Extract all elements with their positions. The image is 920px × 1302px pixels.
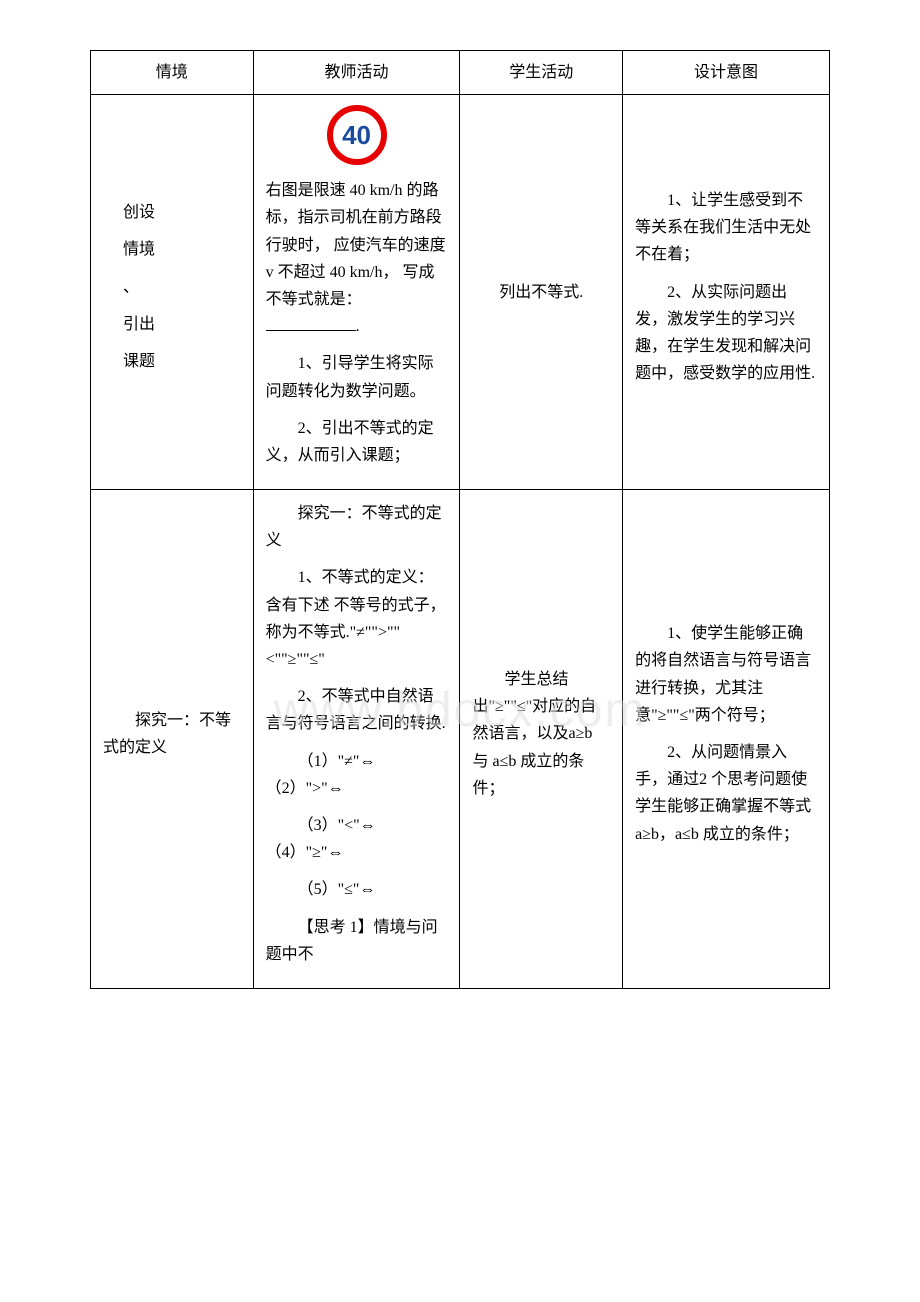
row2-c2-p5: （3）"<"⇔（4）"≥"⇔ [266, 812, 448, 866]
row2-c2-p1: 探究一：不等式的定义 [266, 500, 448, 554]
row2-c1-label: 探究一：不等式的定义 [103, 707, 241, 761]
table-row-2: 探究一：不等式的定义 探究一：不等式的定义 1、不等式的定义：含有下述 不等号的… [91, 490, 830, 989]
row1-c2-p1a: 右图是限速 40 km/h 的路标，指示司机在前方路段行驶时， 应使汽车的速度 … [266, 182, 446, 308]
row2-c2-p4: （1）"≠"⇔（2）">"⇔ [266, 748, 448, 802]
row2-c2-p7: 【思考 1】情境与问题中不 [266, 914, 448, 968]
row1-c2-p3: 2、引出不等式的定义，从而引入课题； [266, 415, 448, 469]
row1-c2-p2: 1、引导学生将实际问题转化为数学问题。 [266, 350, 448, 404]
row2-intent-cell: 1、使学生能够正确的将自然语言与符号语言进行转换，尤其注意"≥""≤"两个符号；… [623, 490, 830, 989]
row2-c2-p3: 2、不等式中自然语言与符号语言之间的转换. [266, 683, 448, 737]
row1-c1-l5: 课题 [123, 348, 241, 375]
header-intent: 设计意图 [623, 51, 830, 95]
row2-c4-p1: 1、使学生能够正确的将自然语言与符号语言进行转换，尤其注意"≥""≤"两个符号； [635, 620, 817, 729]
row1-c1-l4: 引出 [123, 311, 241, 338]
row1-intent-cell: 1、让学生感受到不等关系在我们生活中无处不在着； 2、从实际问题出发，激发学生的… [623, 95, 830, 490]
lesson-table: 情境 教师活动 学生活动 设计意图 创设 情境 、 引出 课题 40 右图是限速… [90, 50, 830, 989]
row2-c2-p6: （5）"≤"⇔ [266, 876, 448, 903]
row2-c3-text: 学生总结出"≥""≤"对应的自然语言，以及a≥b 与 a≤b 成立的条件； [472, 666, 610, 802]
row2-c2-p2: 1、不等式的定义：含有下述 不等号的式子，称为不等式."≠"">""<""≥""… [266, 564, 448, 673]
row1-c1-l2: 情境 [123, 236, 241, 263]
header-teacher: 教师活动 [253, 51, 460, 95]
row2-situation-cell: 探究一：不等式的定义 [91, 490, 254, 989]
header-student: 学生活动 [460, 51, 623, 95]
blank-line [266, 330, 356, 331]
row1-c1-l1: 创设 [123, 199, 241, 226]
header-situation: 情境 [91, 51, 254, 95]
row1-c1-l3: 、 [123, 274, 241, 301]
speed-limit-sign-icon: 40 [327, 105, 387, 165]
row1-c2-p1: 右图是限速 40 km/h 的路标，指示司机在前方路段行驶时， 应使汽车的速度 … [266, 177, 448, 340]
row2-c4-p2: 2、从问题情景入手，通过2 个思考问题使学生能够正确掌握不等式 a≥b，a≤b … [635, 739, 817, 848]
row1-c4-p2: 2、从实际问题出发，激发学生的学习兴趣，在学生发现和解决问题中，感受数学的应用性… [635, 279, 817, 388]
row2-teacher-cell: 探究一：不等式的定义 1、不等式的定义：含有下述 不等号的式子，称为不等式."≠… [253, 490, 460, 989]
row1-teacher-cell: 40 右图是限速 40 km/h 的路标，指示司机在前方路段行驶时， 应使汽车的… [253, 95, 460, 490]
table-header-row: 情境 教师活动 学生活动 设计意图 [91, 51, 830, 95]
row2-student-cell: 学生总结出"≥""≤"对应的自然语言，以及a≥b 与 a≤b 成立的条件； [460, 490, 623, 989]
row1-situation-cell: 创设 情境 、 引出 课题 [91, 95, 254, 490]
table-row-1: 创设 情境 、 引出 课题 40 右图是限速 40 km/h 的路标，指示司机在… [91, 95, 830, 490]
row1-student-cell: 列出不等式. [460, 95, 623, 490]
row1-c2-p1b: . [356, 318, 360, 335]
row1-c4-p1: 1、让学生感受到不等关系在我们生活中无处不在着； [635, 187, 817, 269]
